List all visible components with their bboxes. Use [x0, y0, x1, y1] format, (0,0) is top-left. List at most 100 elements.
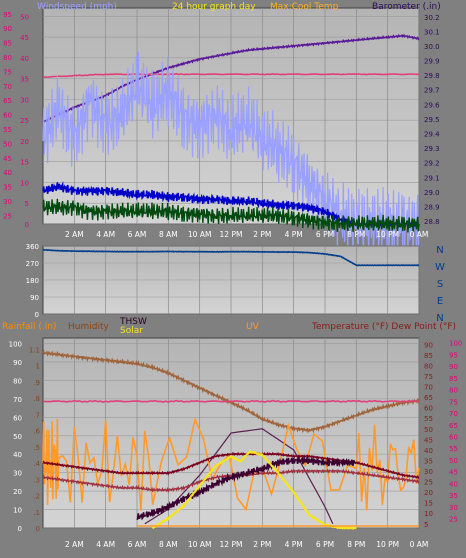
barometer-y-tick-label: 29.1 — [424, 174, 440, 182]
barometer-y-tick-label: 29.3 — [424, 145, 440, 153]
temperature2-y-tick-label: 40 — [449, 480, 458, 488]
thsw-line — [136, 454, 357, 521]
wind-x-tick-label: 0 AM — [410, 230, 429, 239]
barometer-y-tick-label: 29.5 — [424, 116, 440, 124]
barometer-line — [42, 33, 420, 123]
temperature2-y-tick-label: 50 — [449, 457, 458, 465]
rainfall-y-tick-label: .2 — [33, 493, 40, 501]
humidity-y-tick-label: 30 — [13, 470, 22, 478]
compass-label-n: N — [436, 245, 443, 256]
rainfall-y-tick-label: 0 — [36, 525, 40, 533]
wind-y-tick-label: 10 — [20, 179, 29, 187]
legend-humidity: Humidity — [68, 322, 109, 332]
cool-temp-line — [42, 399, 420, 403]
barometer-y-tick-label: 29.6 — [424, 101, 440, 109]
marine-y-tick-label: 40 — [3, 169, 12, 177]
direction-y-tick-label: 360 — [26, 243, 39, 251]
marine-y-tick-label: 55 — [3, 126, 12, 134]
temperature2-y-tick-label: 45 — [449, 469, 458, 477]
compass-label-w: W — [435, 262, 445, 273]
temperature2-y-tick-label: 70 — [449, 410, 458, 418]
legend-thsw: THSW — [119, 317, 147, 327]
temperature2-y-tick-label: 90 — [449, 363, 458, 371]
wind-y-tick-label: 5 — [25, 200, 29, 208]
marine-y-tick-label: 50 — [3, 140, 12, 148]
solar-line — [151, 450, 357, 531]
temperature2-y-tick-label: 75 — [449, 398, 458, 406]
wind-y-tick-label: 25 — [20, 117, 29, 125]
marine-temp-line — [42, 72, 420, 79]
dew-point-line — [42, 468, 420, 494]
wind-direction-line — [42, 248, 420, 267]
direction-y-tick-label: 90 — [30, 294, 39, 302]
wind-y-tick-label: 35 — [20, 76, 29, 84]
temperature-x-tick-label: 6 AM — [128, 540, 147, 549]
humidity-y-tick-label: 60 — [13, 414, 22, 422]
temperature-y-tick-label: 5 — [424, 521, 428, 529]
humidity-y-tick-label: 70 — [13, 396, 22, 404]
wind-x-tick-label: 2 AM — [65, 230, 84, 239]
wind-y-tick-label: 45 — [20, 34, 29, 42]
temperature2-y-tick-label: 30 — [449, 504, 458, 512]
rainfall-y-tick-label: .6 — [33, 428, 40, 436]
humidity-y-tick-label: 100 — [9, 341, 22, 349]
barometer-y-tick-label: 30.2 — [424, 14, 440, 22]
humidity-y-tick-label: 0 — [18, 525, 22, 533]
temperature-y-tick-label: 40 — [424, 447, 433, 455]
wind-x-tick-label: 6 PM — [316, 230, 334, 239]
legend-uv: UV — [246, 322, 260, 332]
temperature-y-tick-label: 80 — [424, 362, 433, 370]
temperature2-y-tick-label: 65 — [449, 422, 458, 430]
temperature-y-tick-label: 35 — [424, 457, 433, 465]
barometer-y-tick-label: 28.9 — [424, 203, 440, 211]
marine-y-tick-label: 80 — [3, 54, 12, 62]
marine-y-tick-label: 70 — [3, 83, 12, 91]
wind-y-tick-label: 15 — [20, 159, 29, 167]
temperature2-y-tick-label: 85 — [449, 375, 458, 383]
marine-y-tick-label: 65 — [3, 97, 12, 105]
temperature-x-tick-label: 8 AM — [159, 540, 178, 549]
direction-y-tick-label: 0 — [35, 311, 39, 319]
marine-y-tick-label: 90 — [3, 25, 12, 33]
legend-rainfall: Rainfall (.in) — [2, 322, 56, 332]
barometer-y-tick-label: 29.7 — [424, 87, 440, 95]
marine-y-tick-label: 75 — [3, 68, 12, 76]
wind-y-tick-label: 30 — [20, 96, 29, 104]
temperature-x-tick-label: 8 PM — [347, 540, 365, 549]
temperature-y-tick-label: 90 — [424, 341, 433, 349]
temperature2-y-tick-label: 100 — [449, 340, 462, 348]
direction-y-tick-label: 270 — [26, 260, 39, 268]
temperature-x-tick-label: 10 AM — [188, 540, 212, 549]
humidity-y-tick-label: 90 — [13, 359, 22, 367]
wind-minimum-line — [42, 198, 420, 233]
wind-x-tick-label: 2 PM — [253, 230, 271, 239]
uv-line — [42, 416, 420, 512]
marine-y-tick-label: 25 — [3, 212, 12, 220]
temperature-x-tick-label: 2 PM — [253, 540, 271, 549]
temperature2-y-tick-label: 60 — [449, 434, 458, 442]
temperature-y-tick-label: 45 — [424, 436, 433, 444]
rainfall-y-tick-label: 1 — [36, 363, 40, 371]
barometer-y-tick-label: 29.8 — [424, 72, 440, 80]
wind-y-tick-label: 50 — [20, 13, 29, 21]
temperature-y-tick-label: 85 — [424, 352, 433, 360]
temperature-y-tick-label: 20 — [424, 489, 433, 497]
wind-x-tick-label: 8 PM — [347, 230, 365, 239]
wind-x-tick-label: 10 AM — [188, 230, 212, 239]
wind-y-tick-label: 20 — [20, 138, 29, 146]
temperature-x-tick-label: 6 PM — [316, 540, 334, 549]
legend-solar: Solar — [120, 326, 143, 336]
humidity-y-tick-label: 40 — [13, 451, 22, 459]
temperature-y-tick-label: 75 — [424, 373, 433, 381]
barometer-y-tick-label: 29.4 — [424, 131, 440, 139]
wind-x-tick-label: 6 AM — [128, 230, 147, 239]
marine-y-tick-label: 95 — [3, 11, 12, 19]
wind-x-tick-label: 8 AM — [159, 230, 178, 239]
temperature-y-tick-label: 65 — [424, 394, 433, 402]
temperature2-y-tick-label: 95 — [449, 351, 458, 359]
temperature-x-tick-label: 10 PM — [376, 540, 399, 549]
rainfall-y-tick-label: .4 — [33, 460, 40, 468]
legend-graph-title: 24 hour graph day — [172, 2, 256, 12]
temperature-x-tick-label: 12 PM — [220, 540, 243, 549]
temperature-y-tick-label: 70 — [424, 384, 433, 392]
